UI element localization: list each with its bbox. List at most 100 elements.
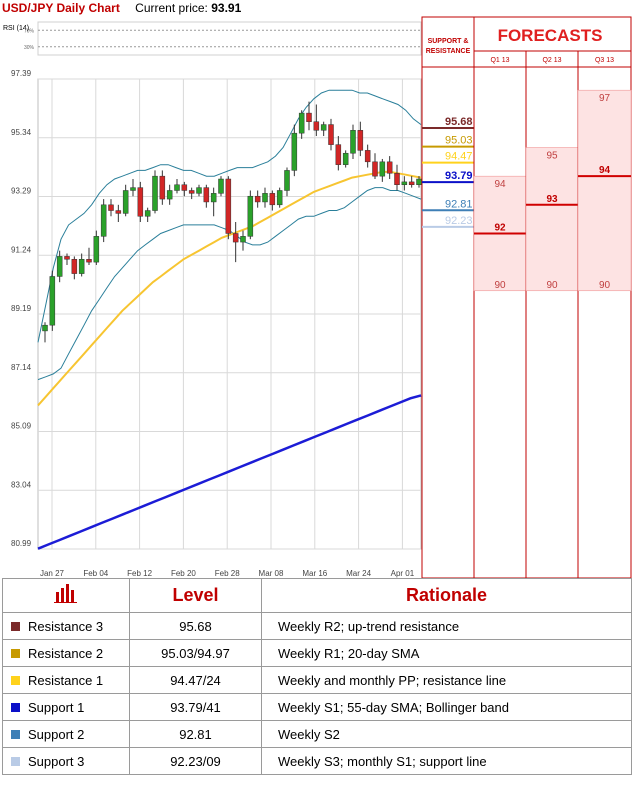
candle (130, 179, 136, 197)
level-name: Support 2 (28, 726, 85, 742)
level-name: Resistance 2 (28, 645, 104, 661)
current-price-value: 93.91 (211, 1, 242, 15)
candle (64, 253, 70, 265)
candle (284, 167, 290, 197)
candle-body (394, 173, 400, 186)
y-tick-label: 95.34 (11, 128, 32, 137)
candle (401, 176, 408, 191)
y-tick-label: 87.14 (11, 363, 32, 372)
candle (42, 322, 48, 343)
candle (152, 170, 158, 214)
y-tick-label: 85.09 (11, 422, 32, 431)
candle (262, 187, 268, 208)
level-value: 92.81 (129, 720, 262, 748)
candle-body (284, 170, 290, 191)
candle-body (203, 187, 210, 203)
bollinger-upper-line (37, 89, 422, 343)
candle-body (401, 181, 408, 185)
candle-body (320, 124, 327, 131)
candle-body (379, 161, 386, 177)
candle (174, 179, 180, 194)
candle-body (166, 190, 173, 200)
level-color-swatch (11, 648, 20, 658)
candle-body (122, 190, 129, 214)
candle (56, 250, 63, 283)
level-name: Support 1 (28, 699, 85, 715)
candle-body (152, 175, 158, 211)
candle (196, 184, 202, 197)
forecast-quarter-label: Q2 13 (542, 57, 561, 64)
candle-body (291, 132, 298, 171)
candle (328, 118, 334, 151)
candle (108, 199, 114, 217)
x-tick-label: Feb 20 (171, 569, 196, 578)
candle (276, 187, 283, 208)
candle-body (313, 121, 320, 131)
forecast-mid-value: 93 (546, 194, 558, 205)
sr-level-value: 92.23 (445, 215, 473, 227)
level-row: Resistance 2 95.03/94.97 Weekly R1; 20-day… (2, 639, 632, 667)
forecasts-title: FORECASTS (498, 26, 603, 45)
level-row: Resistance 3 95.68 Weekly R2; up-trend res… (2, 612, 632, 640)
y-tick-label: 80.99 (11, 539, 32, 548)
y-tick-label: 83.04 (11, 480, 32, 489)
level-value: 95.03/94.97 (129, 639, 262, 667)
level-name-cell: Resistance 3 (2, 612, 130, 640)
bar-chart-icon (54, 584, 77, 603)
forecast-high-value: 94 (494, 179, 506, 190)
candle-body (225, 178, 232, 234)
candle (210, 187, 217, 217)
level-name: Support 3 (28, 753, 85, 769)
candle-body (232, 233, 239, 243)
forecasts-panel: FORECASTS Q1 13 94 92 90 Q2 13 95 93 90 Q3 13 97 94… (473, 16, 632, 578)
rsi-upper-label: 70% (24, 28, 35, 34)
candle (78, 253, 85, 277)
candle-body (64, 256, 70, 260)
candle (71, 256, 78, 280)
x-tick-label: Feb 28 (215, 569, 240, 578)
candle-body (210, 193, 217, 203)
candle (320, 121, 327, 137)
candle-body (247, 195, 254, 237)
candle-body (93, 236, 100, 263)
forecast-range-band (525, 147, 579, 292)
candle-body (328, 124, 334, 145)
candle (232, 222, 239, 263)
levels-table: Level Rationale Resistance 3 95.68 Weekly … (2, 578, 632, 775)
candle (144, 207, 151, 223)
candle (408, 176, 415, 188)
x-tick-label: Mar 24 (346, 569, 371, 578)
candle (394, 164, 400, 191)
sma-200-line (37, 394, 422, 550)
level-row: Support 3 92.23/09 Weekly S3; monthly S1; … (2, 747, 632, 775)
level-name-cell: Support 1 (2, 693, 130, 721)
candle (203, 184, 210, 208)
candle (335, 136, 342, 171)
forecast-quarter-label: Q3 13 (595, 57, 614, 64)
candle (93, 230, 100, 265)
candle (225, 176, 232, 240)
y-tick-label: 91.24 (11, 245, 32, 254)
candle-body (181, 184, 188, 191)
candle (379, 158, 386, 182)
level-name-cell: Resistance 1 (2, 666, 130, 694)
candle-body (49, 276, 56, 326)
candle-body (42, 324, 48, 332)
support-resistance-panel: SUPPORT & RESISTANCE 95.68 95.03 94.47 93.79 9… (421, 16, 475, 578)
candle-body (56, 256, 63, 277)
candle (49, 270, 56, 331)
candle (269, 190, 276, 211)
forecast-low-value: 90 (599, 280, 611, 291)
chart-title: USD/JPY Daily Chart (2, 1, 120, 15)
forecast-high-value: 95 (546, 150, 558, 161)
y-tick-label: 97.39 (11, 69, 32, 78)
candle-body (254, 195, 261, 203)
sr-frame (421, 16, 475, 578)
rsi-label: RSI (14) (3, 25, 29, 32)
candle (350, 124, 356, 159)
candle (137, 181, 144, 223)
chart-header: USD/JPY Daily Chart Current price: 93.91 (2, 1, 241, 17)
candle (342, 150, 349, 168)
rsi-frame (37, 21, 422, 56)
level-rationale: Weekly S2 (261, 720, 632, 748)
